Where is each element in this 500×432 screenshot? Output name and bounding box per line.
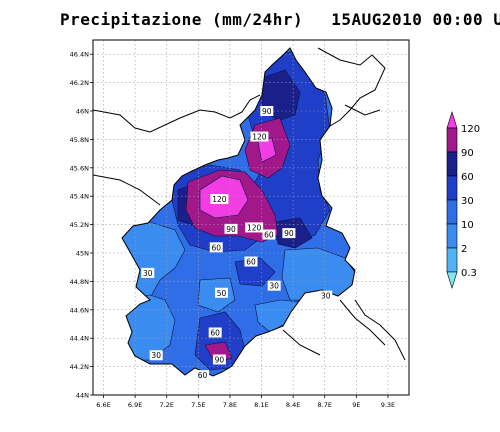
x-tick-label: 9.3E — [381, 401, 395, 409]
contour-label-box — [209, 242, 223, 253]
contour-label: 30 — [321, 292, 331, 301]
contour-label-box — [260, 106, 274, 116]
colorbar-segment — [446, 175, 458, 201]
contour-label-box — [212, 354, 226, 365]
y-tick-label: 46N — [76, 108, 89, 116]
x-tick-label: 8.7E — [318, 401, 332, 409]
plot-border — [92, 39, 410, 396]
liguria-coast — [354, 299, 406, 361]
contour-label: 120 — [212, 195, 227, 204]
contour-label-box — [245, 222, 264, 233]
x-tick-label: 6.6E — [96, 401, 110, 409]
lombardy-border — [344, 104, 381, 116]
x-tick-label: 7.5E — [191, 401, 205, 409]
x-tick-label: 8.4E — [286, 401, 300, 409]
y-tick-label: 45N — [76, 250, 89, 258]
contour-label: 30 — [269, 282, 279, 291]
contour-label: 60 — [246, 258, 256, 267]
contour-label-box — [215, 287, 229, 298]
y-tick-label: 46.4N — [70, 51, 89, 59]
x-tick-label: 7.8E — [223, 401, 237, 409]
x-tick-label: 7.2E — [160, 401, 174, 409]
contour-label: 90 — [284, 229, 294, 238]
colorbar-top-arrow — [446, 110, 458, 129]
apennine-border — [339, 299, 386, 346]
colorbar-segment — [446, 247, 458, 273]
x-tick-label: 8.1E — [254, 401, 268, 409]
contour-label-box — [196, 370, 210, 381]
contour-label: 60 — [211, 243, 221, 252]
colorbar-segment — [446, 151, 458, 177]
x-tick-label: 9E — [352, 401, 360, 409]
colorbar-segment — [446, 223, 458, 249]
contour-label-box — [250, 131, 269, 142]
contour-label-box — [282, 228, 296, 239]
contour-label-box — [262, 229, 276, 240]
country-borders — [93, 47, 406, 361]
y-tick-label: 45.2N — [70, 221, 89, 229]
date-text: 15AUG2010 00:00 UTC — [331, 10, 500, 29]
colorbar-label: 90 — [461, 148, 474, 159]
contour-label-box — [267, 280, 281, 291]
y-tick-label: 44.6N — [70, 306, 89, 314]
x-tick-label: 6.9E — [128, 401, 142, 409]
colorbar-label: 30 — [461, 196, 474, 207]
lon-tick-labels: 6.6E 6.9E 7.2E 7.5E 7.8E 8.1E 8.4E 8.7E 9E 9.3E — [96, 395, 395, 409]
lat-tick-labels: 46.4N 46.2N 46N 45.8N 45.6N 45.4N 45.2N 45N 44.8… — [70, 51, 93, 400]
contour-label: 60 — [198, 371, 208, 380]
contour-label-box — [244, 256, 258, 267]
title-text: Precipitazione (mm/24hr) — [60, 10, 304, 29]
y-tick-label: 46.2N — [70, 79, 89, 87]
contour-label: 50 — [217, 289, 227, 298]
y-tick-label: 44N — [76, 392, 89, 400]
colorbar-label: 2 — [461, 244, 467, 255]
contour-label-box — [319, 290, 333, 301]
contour-label: 90 — [226, 225, 236, 234]
colorbar-segment — [446, 127, 458, 153]
contour-label-box — [149, 350, 163, 361]
colorbar: 120 90 60 30 10 2 0.3 — [446, 110, 480, 290]
contour-label-box — [224, 223, 238, 234]
contour-label-box — [208, 327, 222, 338]
y-tick-label: 45.8N — [70, 136, 89, 144]
aosta-border — [93, 174, 161, 206]
map-title: Precipitazione (mm/24hr) 15AUG2010 00:00 … — [60, 10, 500, 29]
swiss-border — [93, 94, 261, 133]
y-tick-label: 45.6N — [70, 164, 89, 172]
contour-label: 30 — [151, 351, 161, 360]
colorbar-segment — [446, 199, 458, 225]
colorbar-bottom-arrow — [446, 271, 458, 290]
colorbar-label: 60 — [461, 172, 474, 183]
colorbar-label: 0.3 — [461, 268, 477, 279]
y-tick-label: 44.2N — [70, 363, 89, 371]
ligurian-border — [282, 329, 321, 356]
contour-label-box — [141, 267, 155, 278]
colorbar-label: 10 — [461, 220, 474, 231]
contour-label: 90 — [262, 107, 272, 116]
contour-label: 90 — [215, 356, 225, 365]
contour-label: 120 — [247, 223, 262, 232]
colorbar-label: 120 — [461, 124, 480, 135]
contour-label: 60 — [210, 329, 220, 338]
y-tick-label: 44.4N — [70, 335, 89, 343]
contour-label: 30 — [143, 269, 153, 278]
contour-label-box — [210, 194, 229, 205]
contour-label: 60 — [264, 231, 274, 240]
ticino-border — [317, 47, 386, 127]
y-tick-label: 45.4N — [70, 193, 89, 201]
contour-label: 120 — [252, 133, 267, 142]
y-tick-label: 44.8N — [70, 278, 89, 286]
lat-lon-grid — [93, 40, 409, 395]
